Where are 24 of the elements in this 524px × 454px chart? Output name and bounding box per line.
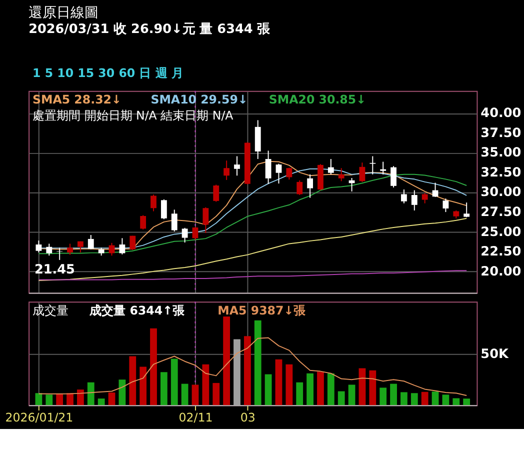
text: SMA20 30.85↓ [268, 92, 366, 107]
y-tick-label: 27.50 [480, 204, 522, 220]
y-tick-label: 37.50 [480, 126, 522, 141]
y-tick-label: 30.00 [480, 185, 522, 200]
y-tick-label: 32.50 [480, 165, 522, 180]
annotation: 成交量 [32, 303, 69, 318]
series-label: 成交量 6344↑張 [88, 303, 186, 318]
text: SMA5 28.32↓ [32, 92, 122, 107]
chart-subtitle: 2026/03/31 收 26.90↓元 量 6344 張 [28, 22, 272, 37]
text: MA5 9387↓張 [218, 303, 307, 318]
x-tick-label: 02/11 [178, 410, 213, 424]
annotation: 處置期間 開始日期 N/A 結束日期 N/A [32, 108, 234, 122]
x-tick-label: 2026/01/21 [5, 410, 74, 424]
y-tick-label: 22.50 [480, 244, 522, 260]
y-tick-label: 35.00 [480, 146, 522, 161]
text: SMA10 29.59↓ [150, 92, 248, 107]
y-tick-label: 20.00 [480, 264, 522, 280]
annotation: 21.45 [34, 262, 76, 278]
y-tick-label: 50K [480, 346, 510, 362]
y-tick-label: 25.00 [480, 224, 522, 240]
chart-title: 還原日線圖 [28, 5, 99, 22]
x-tick-label: 03 [240, 410, 256, 424]
text: 1 5 10 15 30 60 日 週 月 [32, 66, 184, 80]
y-tick-label: 40.00 [480, 106, 522, 121]
